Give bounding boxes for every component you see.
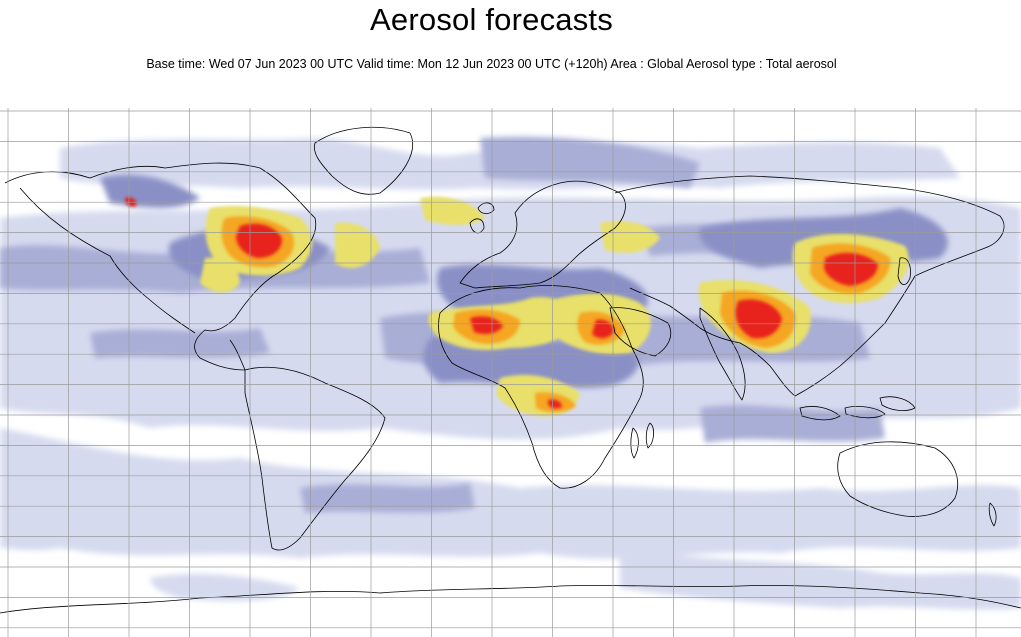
aerosol-map-canvas[interactable] — [0, 108, 1021, 637]
coastlines — [0, 126, 1021, 614]
page-title: Aerosol forecasts — [370, 2, 613, 37]
aerosol-map[interactable] — [0, 108, 1021, 637]
aerosol-layer-very-high — [124, 197, 878, 409]
forecast-info-subtitle: Base time: Wed 07 Jun 2023 00 UTC Valid … — [146, 57, 837, 71]
lat-lon-grid — [0, 108, 1021, 637]
